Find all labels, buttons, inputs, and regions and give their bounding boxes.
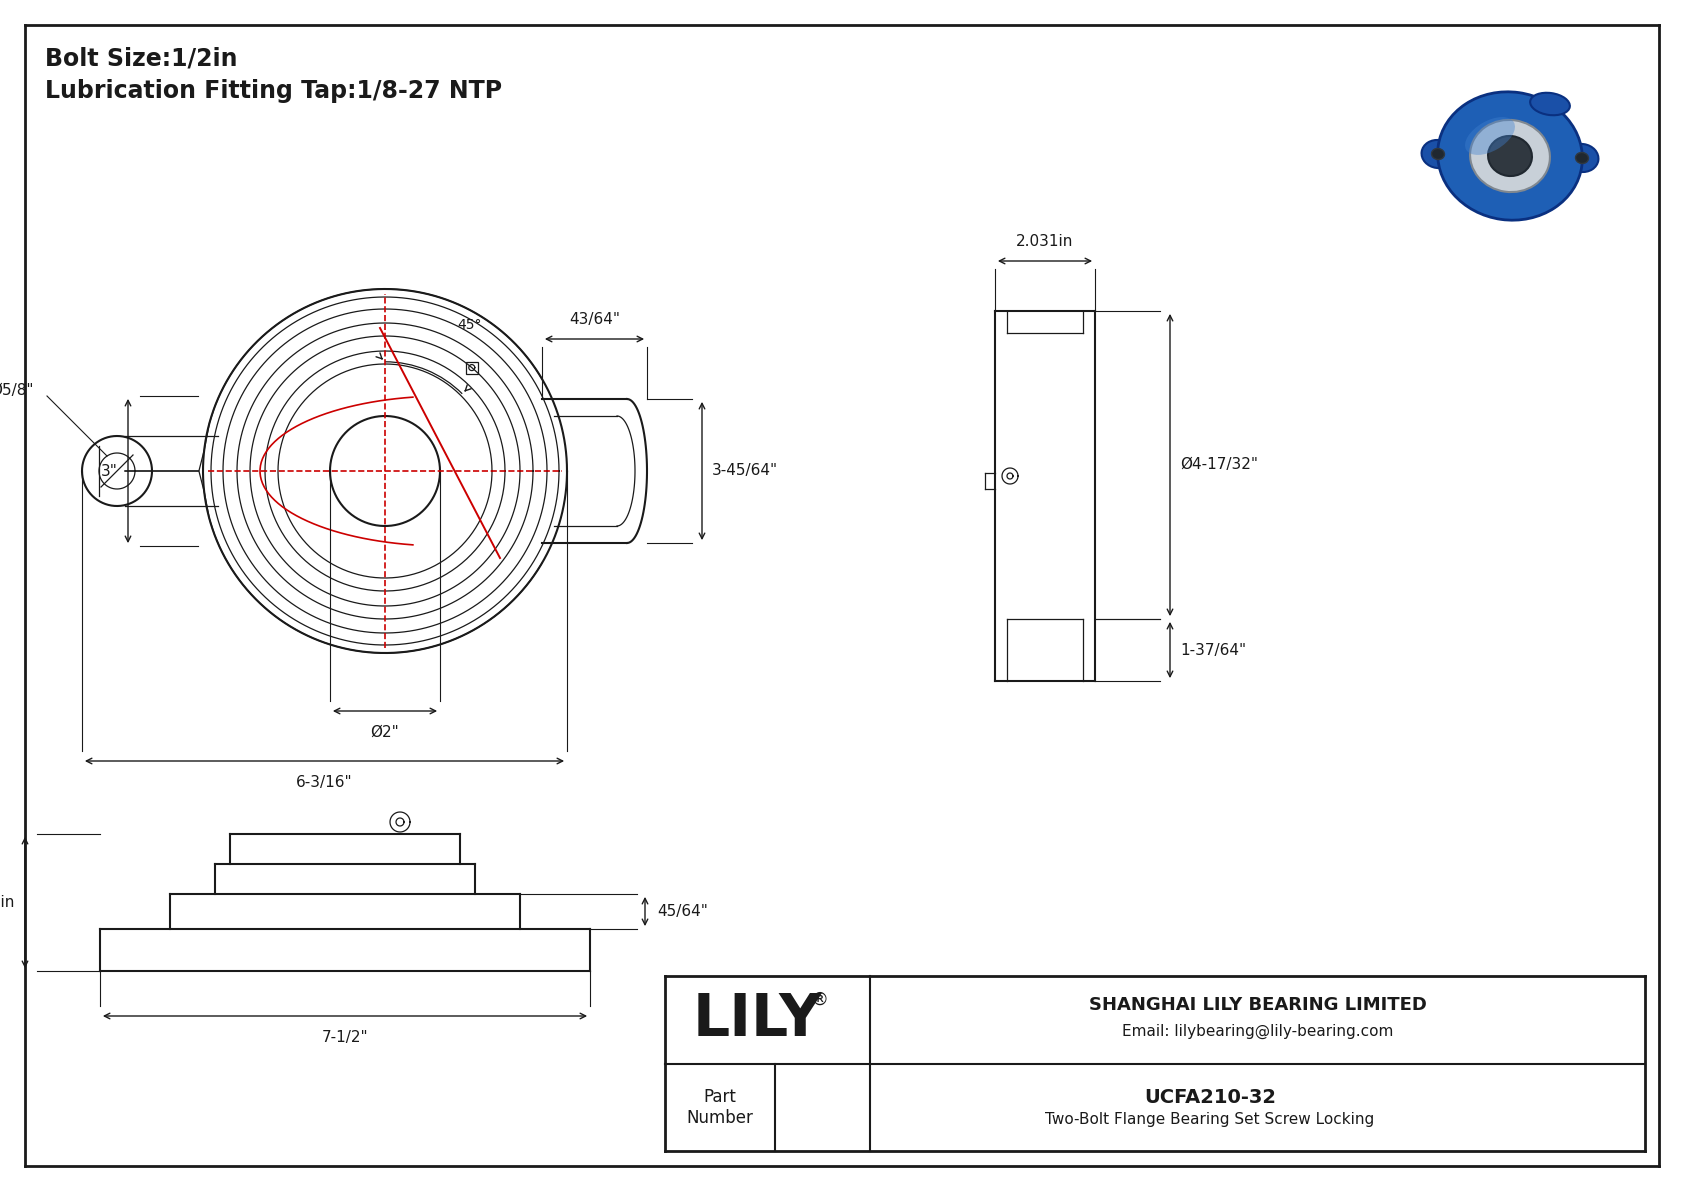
Text: Two-Bolt Flange Bearing Set Screw Locking: Two-Bolt Flange Bearing Set Screw Lockin… [1046, 1111, 1374, 1127]
Text: Ø4-17/32": Ø4-17/32" [1180, 457, 1258, 473]
Ellipse shape [1576, 152, 1588, 163]
Ellipse shape [1465, 117, 1516, 155]
Text: 6-3/16": 6-3/16" [296, 775, 354, 790]
Text: 45°: 45° [458, 318, 482, 332]
Text: Part
Number: Part Number [687, 1087, 753, 1127]
Ellipse shape [1489, 136, 1532, 176]
Text: 2.156in: 2.156in [0, 894, 15, 910]
Text: 2.031in: 2.031in [1017, 233, 1074, 249]
Ellipse shape [1566, 144, 1598, 172]
Text: Ø5/8": Ø5/8" [0, 384, 34, 399]
Ellipse shape [1470, 120, 1549, 192]
Ellipse shape [1421, 141, 1455, 168]
Ellipse shape [1431, 149, 1445, 160]
Text: ®: ® [810, 991, 829, 1009]
Text: Lubrication Fitting Tap:1/8-27 NTP: Lubrication Fitting Tap:1/8-27 NTP [45, 79, 502, 102]
Ellipse shape [1438, 92, 1583, 220]
Text: LILY: LILY [692, 991, 822, 1048]
Text: Email: lilybearing@lily-bearing.com: Email: lilybearing@lily-bearing.com [1122, 1024, 1393, 1040]
Text: Ø2": Ø2" [370, 725, 399, 740]
Text: 1-37/64": 1-37/64" [1180, 642, 1246, 657]
Ellipse shape [1531, 93, 1569, 116]
Text: SHANGHAI LILY BEARING LIMITED: SHANGHAI LILY BEARING LIMITED [1088, 996, 1426, 1014]
Text: Bolt Size:1/2in: Bolt Size:1/2in [45, 46, 237, 70]
Text: 3": 3" [101, 463, 118, 479]
Text: 45/64": 45/64" [657, 904, 707, 919]
Text: 7-1/2": 7-1/2" [322, 1030, 369, 1045]
Text: 3-45/64": 3-45/64" [712, 463, 778, 479]
Text: 43/64": 43/64" [569, 312, 620, 328]
Text: UCFA210-32: UCFA210-32 [1143, 1087, 1276, 1106]
